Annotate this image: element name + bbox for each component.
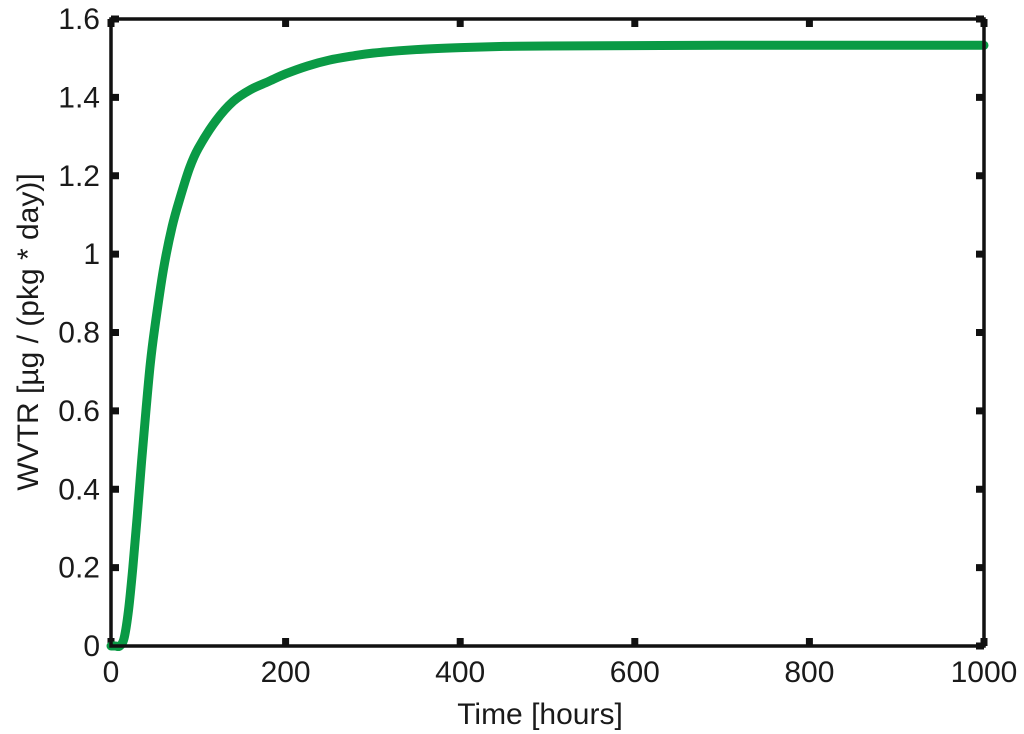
series-layer — [106, 40, 989, 652]
y-axis-title: WVTR [µg / (pkg * day)] — [12, 173, 45, 490]
x-tick-label: 600 — [610, 656, 660, 689]
y-tick-label: 0.6 — [58, 395, 100, 428]
y-tick-label: 0.2 — [58, 552, 100, 585]
x-axis-title: Time [hours] — [457, 698, 623, 731]
y-tick-label: 0.8 — [58, 317, 100, 350]
y-tick-label: 1.4 — [58, 81, 100, 114]
y-tick-label: 1 — [83, 238, 100, 271]
plot-frame — [109, 17, 986, 648]
y-tick-label: 1.6 — [58, 3, 100, 36]
y-tick-label: 1.2 — [58, 160, 100, 193]
x-tick-label: 400 — [435, 656, 485, 689]
ticks-layer: 0 200 400 600 800 1000 0 0.2 0.4 0.6 0.8 1 1.2 1.4 1.6 — [58, 3, 1017, 689]
x-tick-label: 1000 — [951, 656, 1018, 689]
series-line — [106, 40, 989, 652]
y-tick-label: 0 — [83, 630, 100, 663]
x-tick-label: 800 — [784, 656, 834, 689]
x-tick-label: 0 — [103, 656, 120, 689]
y-tick-label: 0.4 — [58, 473, 100, 506]
x-tick-label: 200 — [261, 656, 311, 689]
